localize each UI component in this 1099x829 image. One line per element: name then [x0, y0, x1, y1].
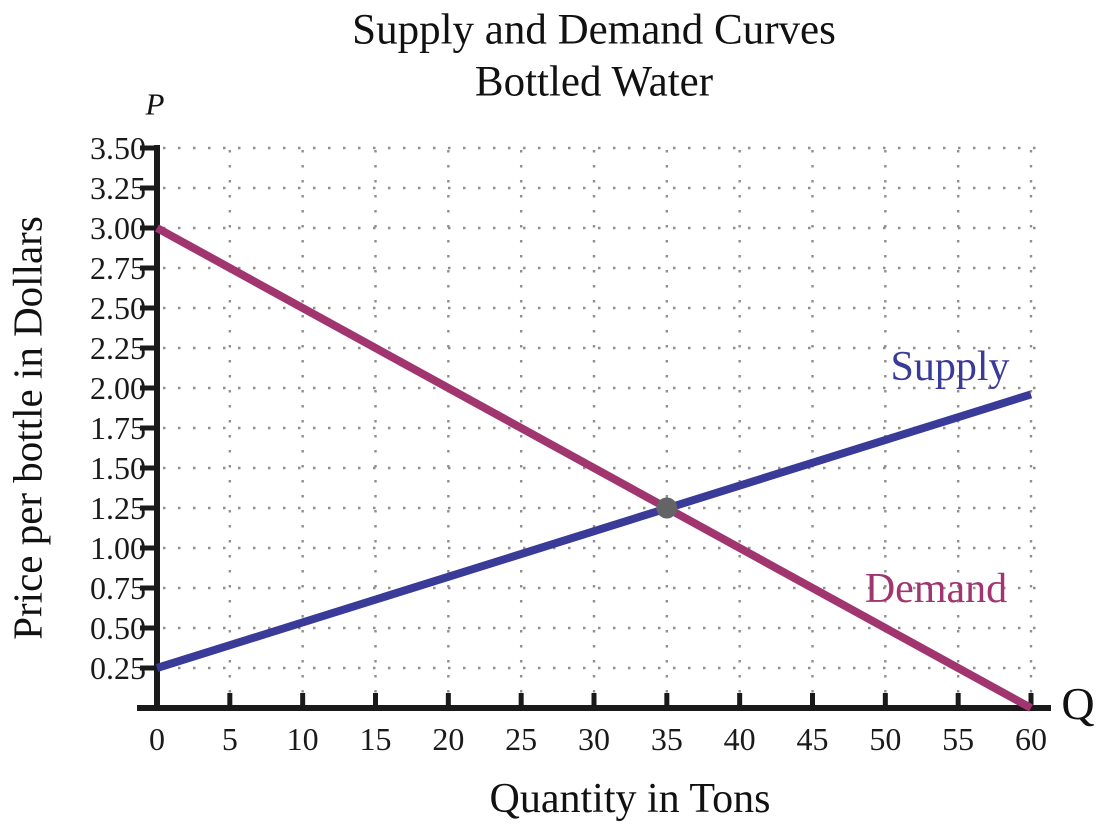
supply-curve-label: Supply: [890, 344, 1010, 390]
x-tick-label: 35: [651, 721, 683, 757]
y-tick-label: 2.50: [90, 290, 146, 326]
x-tick-label: 40: [724, 721, 756, 757]
y-tick-label: 3.25: [90, 170, 146, 206]
y-axis-title: Price per bottle in Dollars: [4, 216, 51, 640]
x-tick-label: 20: [432, 721, 464, 757]
supply-curve-line: [155, 390, 1033, 672]
y-tick-label: 3.50: [90, 130, 146, 166]
demand-curve-label: Demand: [864, 566, 1008, 612]
axis-layer: [137, 145, 1051, 711]
y-tick-label: 2.75: [90, 250, 146, 286]
series-layer: [155, 224, 1033, 712]
y-tick-label: 0.75: [90, 570, 146, 606]
x-tick-label: 0: [149, 721, 165, 757]
x-tick-label: 50: [869, 721, 901, 757]
y-tick-label: 2.25: [90, 330, 146, 366]
y-tick-label: 0.25: [90, 650, 146, 686]
x-axis-title: Quantity in Tons: [489, 776, 771, 822]
x-tick-label: 55: [942, 721, 974, 757]
equilibrium-layer: [656, 497, 678, 519]
x-tick-label: 60: [1015, 721, 1047, 757]
x-tick-label: 10: [287, 721, 319, 757]
chart-title: Supply and Demand Curves: [352, 6, 836, 54]
x-tick-label: 30: [578, 721, 610, 757]
y-axis-symbol: P: [145, 86, 165, 122]
y-tick-label: 3.00: [90, 210, 146, 246]
x-tick-label: 5: [222, 721, 238, 757]
equilibrium-point: [656, 497, 678, 519]
tick-label-layer: 0 5 10 15 20 25 30 35 40 45 50 55 60 0.25 0.50 0.75 1.00…: [90, 130, 1047, 757]
grid-layer: [163, 146, 1042, 702]
x-tick-label: 15: [360, 721, 392, 757]
y-tick-label: 1.25: [90, 490, 146, 526]
x-tick-label: 25: [505, 721, 537, 757]
demand-curve-line: [155, 224, 1033, 712]
y-tick-label: 1.00: [90, 530, 146, 566]
x-tick-label: 45: [797, 721, 829, 757]
y-tick-label: 2.00: [90, 370, 146, 406]
x-axis-symbol: Q: [1061, 678, 1095, 729]
y-tick-label: 0.50: [90, 610, 146, 646]
y-tick-label: 1.50: [90, 450, 146, 486]
chart-subtitle: Bottled Water: [474, 58, 714, 106]
y-tick-label: 1.75: [90, 410, 146, 446]
